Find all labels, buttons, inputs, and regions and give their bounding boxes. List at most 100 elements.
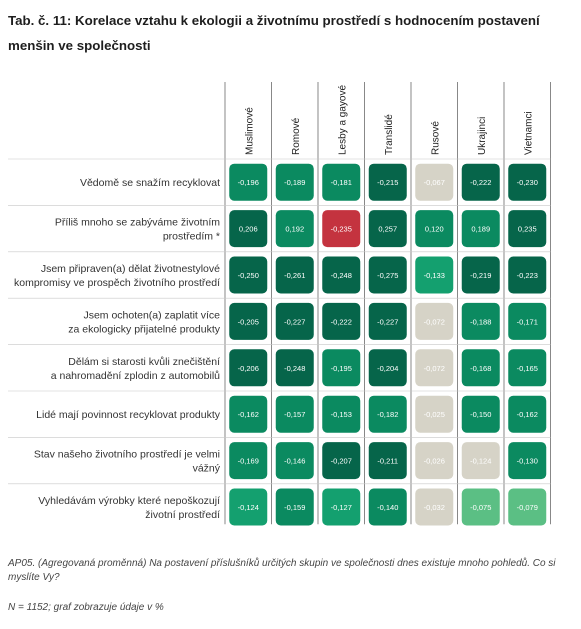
cell-value-label: -0,146 xyxy=(284,457,305,466)
column-header: Romové xyxy=(291,117,302,155)
heatmap-cell xyxy=(322,488,361,526)
heatmap-cell xyxy=(322,256,361,294)
heatmap-cell xyxy=(508,163,547,201)
heatmap-cell xyxy=(229,395,268,433)
heatmap-cell xyxy=(508,302,547,340)
cell-value-label: -0,150 xyxy=(470,410,491,419)
row-label: Stav našeho životního prostředí je velmi xyxy=(34,449,220,461)
cell-value-label: -0,067 xyxy=(424,178,445,187)
heatmap-cell xyxy=(415,442,454,480)
chart-title: Tab. č. 11: Korelace vztahu k ekologii a… xyxy=(8,13,540,53)
footnote-sample: N = 1152; graf zobrazuje údaje v % xyxy=(8,602,164,613)
cell-value-label: -0,182 xyxy=(377,410,398,419)
heatmap-cell xyxy=(322,302,361,340)
heatmap-cell xyxy=(508,210,547,248)
cell-value-label: -0,025 xyxy=(424,410,445,419)
row-label: Dělám si starosti kvůli znečištění xyxy=(68,356,220,368)
column-header: Muslimové xyxy=(244,107,255,155)
cell-value-label: -0,124 xyxy=(470,457,491,466)
heatmap-cell xyxy=(461,302,500,340)
heatmap-cell xyxy=(415,210,454,248)
cell-value-label: -0,124 xyxy=(238,503,259,512)
heatmap-cell xyxy=(508,442,547,480)
cell-value-label: -0,215 xyxy=(377,178,398,187)
heatmap-cell xyxy=(508,395,547,433)
heatmap-cell xyxy=(368,210,407,248)
heatmap-cell xyxy=(322,163,361,201)
heatmap-cell xyxy=(275,256,314,294)
cell-value-label: -0,248 xyxy=(331,271,352,280)
cell-value-label: -0,072 xyxy=(424,317,445,326)
heatmap-cell xyxy=(461,256,500,294)
cell-value-label: -0,196 xyxy=(238,178,259,187)
cell-value-label: -0,140 xyxy=(377,503,398,512)
cell-value-label: -0,171 xyxy=(517,317,538,326)
cell-value-label: 0,206 xyxy=(239,225,258,234)
heatmap-cell xyxy=(461,163,500,201)
cell-value-label: -0,162 xyxy=(238,410,259,419)
row-label: Jsem ochoten(a) zaplatit více xyxy=(83,309,220,321)
heatmap-cell xyxy=(229,163,268,201)
heatmap-cell xyxy=(415,395,454,433)
footnote-question: AP05. (Agregovaná proměnná) Na postavení… xyxy=(8,558,556,583)
column-header: Ukrajinci xyxy=(477,117,488,155)
cell-value-label: 0,257 xyxy=(378,225,397,234)
column-header: Translidé xyxy=(384,114,395,155)
heatmap-cell xyxy=(461,210,500,248)
cell-value-label: -0,153 xyxy=(331,410,352,419)
cell-value-label: -0,032 xyxy=(424,503,445,512)
cell-value-label: -0,275 xyxy=(377,271,398,280)
row-label: a nahromadění zplodin z automobilů xyxy=(51,370,220,382)
cell-value-label: -0,248 xyxy=(284,364,305,373)
row-label: prostředím * xyxy=(163,231,220,243)
cell-value-label: -0,204 xyxy=(377,364,398,373)
cell-value-label: -0,168 xyxy=(470,364,491,373)
row-label: Jsem připraven(a) dělat životnestylové xyxy=(41,263,220,275)
cell-value-label: -0,211 xyxy=(377,457,398,466)
heatmap-cell xyxy=(368,395,407,433)
heatmap-cell xyxy=(368,488,407,526)
heatmap-cell xyxy=(229,442,268,480)
cell-value-label: -0,165 xyxy=(517,364,538,373)
heatmap-cell xyxy=(461,488,500,526)
heatmap-cell xyxy=(368,302,407,340)
cell-value-label: -0,127 xyxy=(331,503,352,512)
heatmap-cell xyxy=(508,256,547,294)
cell-value-label: -0,219 xyxy=(470,271,491,280)
cell-value-label: -0,222 xyxy=(470,178,491,187)
heatmap-cell xyxy=(415,349,454,387)
cell-value-label: -0,188 xyxy=(470,317,491,326)
heatmap-cell xyxy=(275,163,314,201)
cell-value-label: -0,261 xyxy=(284,271,305,280)
heatmap-cell xyxy=(322,395,361,433)
cell-value-label: -0,157 xyxy=(284,410,305,419)
cell-value-label: -0,079 xyxy=(517,503,538,512)
heatmap-cell xyxy=(508,349,547,387)
heatmap-cell xyxy=(322,349,361,387)
cell-value-label: -0,235 xyxy=(331,225,352,234)
cell-value-label: 0,120 xyxy=(425,225,444,234)
heatmap-cell xyxy=(275,302,314,340)
heatmap-cell xyxy=(229,302,268,340)
heatmap-chart: Muslimové Romové Lesby a gayové Translidé Ru… xyxy=(8,82,551,526)
row-label: za ekologicky přijatelné produkty xyxy=(68,323,220,335)
column-header: Vietnamci xyxy=(523,111,534,155)
cell-value-label: -0,130 xyxy=(517,457,538,466)
heatmap-cell xyxy=(461,349,500,387)
column-header: Lesby a gayové xyxy=(337,85,348,155)
heatmap-cell xyxy=(229,349,268,387)
cell-value-label: -0,195 xyxy=(331,364,352,373)
row-label: vážný xyxy=(193,463,221,475)
row-label: Příliš mnoho se zabýváme životním xyxy=(55,217,220,229)
column-header: Rusové xyxy=(430,121,441,155)
cell-value-label: 0,189 xyxy=(471,225,490,234)
cell-value-label: -0,169 xyxy=(238,457,259,466)
heatmap-cell xyxy=(275,442,314,480)
heatmap-cell xyxy=(461,442,500,480)
heatmap-cell xyxy=(322,210,361,248)
heatmap-cell xyxy=(229,256,268,294)
cell-value-label: -0,189 xyxy=(284,178,305,187)
cell-value-label: -0,250 xyxy=(238,271,259,280)
row-label: kompromisy ve prospěch životního prostře… xyxy=(14,277,220,289)
heatmap-cell xyxy=(275,395,314,433)
